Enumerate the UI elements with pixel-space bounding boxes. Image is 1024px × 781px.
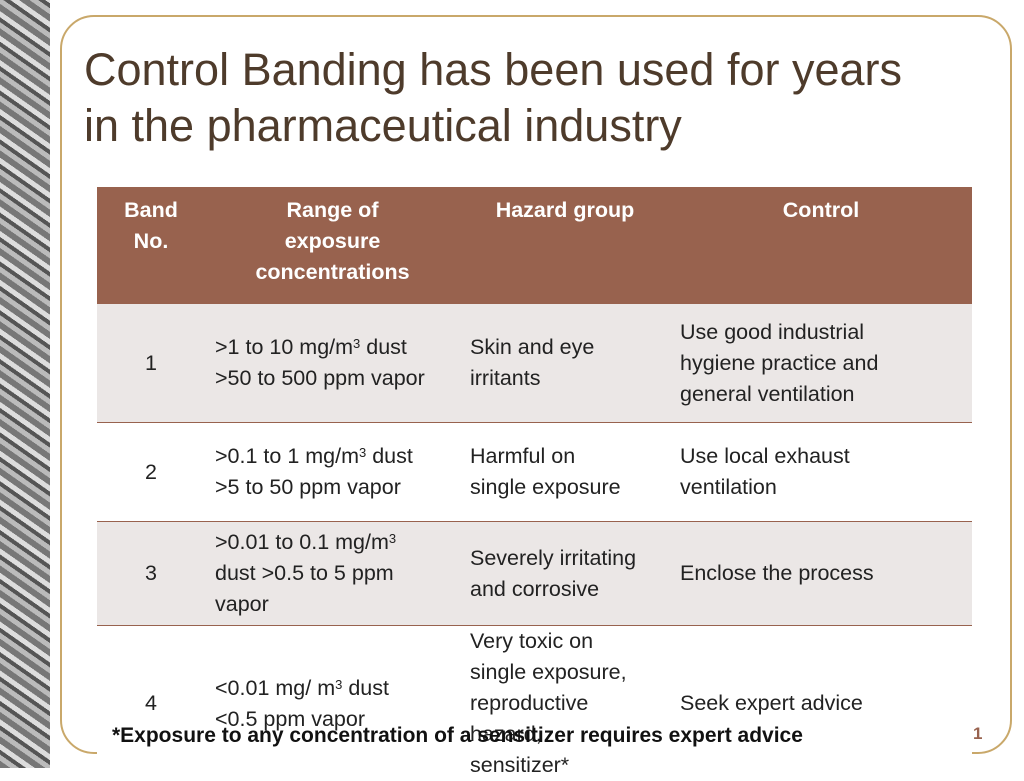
cell-line: Use good industrial	[680, 317, 962, 348]
cell-line: 4	[107, 688, 195, 719]
title-line: Control Banding has been used for years	[84, 42, 902, 98]
cell-line: reproductive	[470, 688, 660, 719]
table-cell: Seek expert advice	[670, 626, 972, 781]
cell-line: vapor	[215, 589, 450, 620]
cell-line: >0.01 to 0.1 mg/m3	[215, 527, 450, 558]
cell-line: >1 to 10 mg/m3 dust	[215, 332, 450, 363]
cell-line: Very toxic on	[470, 626, 660, 657]
cell-line: Severely irritating	[470, 543, 660, 574]
text: dust	[342, 676, 389, 700]
cell-line: 2	[107, 457, 195, 488]
cell-line: 1	[107, 348, 195, 379]
cell-line: Range of	[211, 195, 454, 226]
cell-line: hygiene practice and	[680, 348, 962, 379]
table-cell: 3	[97, 522, 205, 626]
text: >0.1 to 1 mg/m	[215, 444, 359, 468]
text: dust	[366, 444, 413, 468]
cell-line: Control	[676, 195, 966, 226]
footnote: *Exposure to any concentration of a sens…	[112, 724, 803, 748]
cell-line: sensitizer*	[470, 750, 660, 781]
cell-line: and corrosive	[470, 574, 660, 605]
page-number: 1	[973, 724, 982, 744]
text: <0.01 mg/ m	[215, 676, 335, 700]
text: >0.01 to 0.1 mg/m	[215, 530, 389, 554]
cell-line: dust >0.5 to 5 ppm	[215, 558, 450, 589]
text: >1 to 10 mg/m	[215, 335, 353, 359]
header-cell: Control	[670, 187, 972, 304]
cell-line: concentrations	[211, 257, 454, 288]
cell-line: No.	[103, 226, 199, 257]
cell-line: general ventilation	[680, 379, 962, 410]
table-cell: 2	[97, 423, 205, 522]
header-cell: Hazard group	[460, 187, 670, 304]
cell-line: >50 to 500 ppm vapor	[215, 363, 450, 394]
cell-line: Hazard group	[466, 195, 664, 226]
cell-line: >0.1 to 1 mg/m3 dust	[215, 441, 450, 472]
cell-line: Enclose the process	[680, 558, 962, 589]
table-row: 1 >1 to 10 mg/m3 dust>50 to 500 ppm vapor…	[97, 304, 972, 423]
cell-line: Harmful on	[470, 441, 660, 472]
cell-line: 3	[107, 558, 195, 589]
cell-line: Use local exhaust	[680, 441, 962, 472]
table-cell: >1 to 10 mg/m3 dust>50 to 500 ppm vapor	[205, 304, 460, 423]
superscript: 3	[389, 531, 396, 546]
cell-line: <0.01 mg/ m3 dust	[215, 673, 450, 704]
title-line: in the pharmaceutical industry	[84, 98, 902, 154]
text: dust	[360, 335, 407, 359]
cell-line: Skin and eye	[470, 332, 660, 363]
cell-line: Seek expert advice	[680, 688, 962, 719]
table-cell: <0.01 mg/ m3 dust<0.5 ppm vapor	[205, 626, 460, 781]
cell-line: single exposure,	[470, 657, 660, 688]
table-cell: 4	[97, 626, 205, 781]
cell-line: ventilation	[680, 472, 962, 503]
cell-line: >5 to 50 ppm vapor	[215, 472, 450, 503]
cell-line: Band	[103, 195, 199, 226]
cell-line: exposure	[211, 226, 454, 257]
table-cell: Enclose the process	[670, 522, 972, 626]
cell-line: irritants	[470, 363, 660, 394]
table-cell: >0.1 to 1 mg/m3 dust>5 to 50 ppm vapor	[205, 423, 460, 522]
cell-line: single exposure	[470, 472, 660, 503]
table-cell: 1	[97, 304, 205, 423]
texture-strip	[0, 0, 50, 768]
